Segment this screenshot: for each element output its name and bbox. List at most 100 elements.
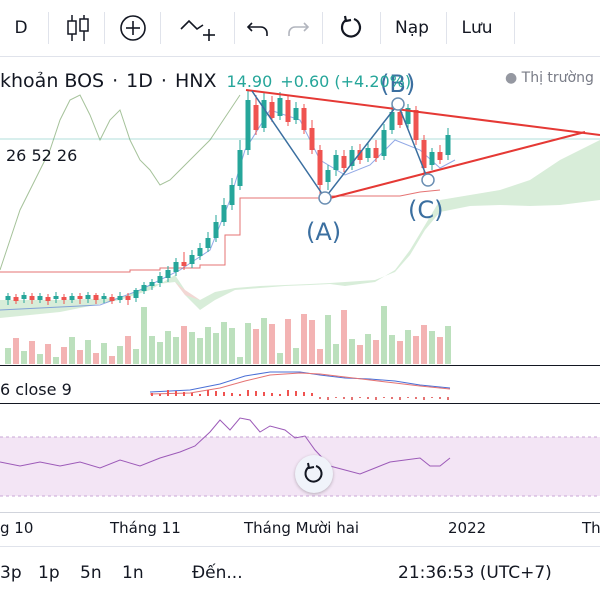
candle-body — [13, 297, 19, 301]
macd-histogram-bar — [303, 392, 305, 396]
candle-body — [5, 296, 11, 300]
volume-bar — [205, 327, 211, 364]
undo-icon — [246, 22, 268, 36]
volume-bar — [317, 349, 323, 364]
reload-button[interactable] — [334, 0, 370, 56]
macd-histogram-bar — [175, 391, 177, 396]
last-price: 14.90 — [226, 71, 273, 91]
market-status-dot-icon: ● — [505, 70, 518, 86]
macd-histogram-bar — [151, 393, 153, 396]
toolbar-divider — [48, 12, 49, 44]
candle-body — [93, 295, 99, 300]
volume-bar — [397, 341, 403, 364]
macd-histogram-bar — [159, 394, 161, 396]
volume-bar — [389, 335, 395, 364]
candle-body — [333, 155, 339, 170]
macd-histogram-bar — [319, 397, 321, 399]
volume-bar — [141, 307, 147, 364]
candle-body — [357, 150, 363, 160]
point-c-marker[interactable] — [421, 173, 435, 187]
market-status-label: Thị trường — [521, 70, 594, 86]
macd-params[interactable]: 6 close 9 — [0, 380, 72, 399]
volume-bar — [277, 353, 283, 364]
legend-dot: · — [112, 70, 119, 92]
volume-bar — [13, 338, 19, 364]
save-button[interactable]: Lưu — [452, 0, 502, 56]
toolbar-divider — [160, 12, 161, 44]
candle-body — [437, 152, 443, 160]
volume-bar — [221, 322, 227, 364]
candle-body — [373, 148, 379, 158]
volume-bar — [365, 334, 371, 364]
range-5n[interactable]: 5n — [80, 563, 102, 583]
volume-bar — [197, 338, 203, 364]
drawing-tools-button[interactable] — [172, 0, 222, 56]
macd-histogram-bar — [399, 397, 401, 400]
volume-bar — [445, 326, 451, 364]
reset-chart-button[interactable] — [295, 455, 333, 493]
volume-bar — [373, 340, 379, 364]
volume-bar — [37, 354, 43, 364]
time-axis[interactable]: g 10 Tháng 11 Tháng Mười hai 2022 Th — [0, 512, 600, 543]
volume-bar — [381, 306, 387, 364]
candle-body — [301, 108, 307, 130]
candle-body — [421, 140, 427, 168]
chart-legend[interactable]: khoản BOS · 1D · HNX 14.90 +0.60 (+4.20%… — [0, 64, 411, 98]
chikou-line — [0, 94, 241, 271]
candle-body — [229, 185, 235, 205]
macd-histogram-bar — [415, 397, 417, 399]
macd-histogram-bar — [271, 393, 273, 396]
pane-separator-macd-bottom — [0, 403, 600, 404]
chart-type-button[interactable] — [58, 0, 98, 56]
price-change: +0.60 (+4.20%) — [280, 71, 412, 91]
drawing-tool-icon — [180, 19, 215, 41]
time-label: Th — [582, 519, 600, 537]
interval-button[interactable]: D — [0, 0, 42, 56]
publish-button[interactable]: Nạp — [386, 0, 438, 56]
ichimoku-params[interactable]: 26 52 26 — [6, 146, 78, 165]
volume-bar — [69, 337, 75, 364]
volume-bar — [349, 339, 355, 364]
bottom-toolbar: 3p 1p 5n 1n Đến... 21:36:53 (UTC+7) — [0, 546, 600, 601]
macd-histogram — [151, 390, 449, 400]
market-status[interactable]: ● Thị trường — [505, 70, 594, 86]
volume-bar — [413, 336, 419, 364]
volume-bar — [133, 349, 139, 364]
volume-bars — [5, 306, 451, 364]
candle-body — [341, 156, 347, 168]
candle-body — [261, 100, 267, 128]
volume-bar — [77, 350, 83, 364]
range-1p[interactable]: 1p — [38, 563, 60, 583]
reset-icon — [304, 462, 323, 483]
interval-value: 1D — [126, 70, 153, 92]
candle-body — [157, 276, 163, 283]
candle-body — [237, 150, 243, 186]
candle-body — [61, 297, 67, 300]
macd-histogram-bar — [279, 394, 281, 396]
candle-body — [101, 296, 107, 299]
top-toolbar: D — [0, 0, 600, 57]
point-b-marker[interactable] — [391, 97, 405, 111]
volume-bar — [181, 326, 187, 364]
range-3p[interactable]: 3p — [0, 563, 22, 583]
candle-body — [181, 262, 187, 266]
macd-histogram-bar — [431, 397, 433, 398]
candle-body — [117, 296, 123, 300]
clock-display[interactable]: 21:36:53 (UTC+7) — [398, 563, 552, 583]
goto-date-button[interactable]: Đến... — [192, 563, 243, 583]
undo-button[interactable] — [242, 0, 274, 56]
point-a-marker[interactable] — [318, 191, 332, 205]
label-a: (A) — [306, 218, 341, 246]
abc-wave — [251, 90, 429, 200]
macd-histogram-bar — [407, 397, 409, 398]
macd-histogram-bar — [263, 392, 265, 396]
indicators-button[interactable] — [112, 0, 154, 56]
volume-bar — [117, 346, 123, 364]
chart-canvas[interactable]: (A) (B) (C) — [0, 56, 600, 512]
volume-bar — [149, 336, 155, 364]
volume-bar — [93, 353, 99, 364]
candle-body — [381, 130, 387, 156]
range-1n[interactable]: 1n — [122, 563, 144, 583]
candle-body — [141, 285, 147, 291]
redo-button[interactable] — [282, 0, 314, 56]
